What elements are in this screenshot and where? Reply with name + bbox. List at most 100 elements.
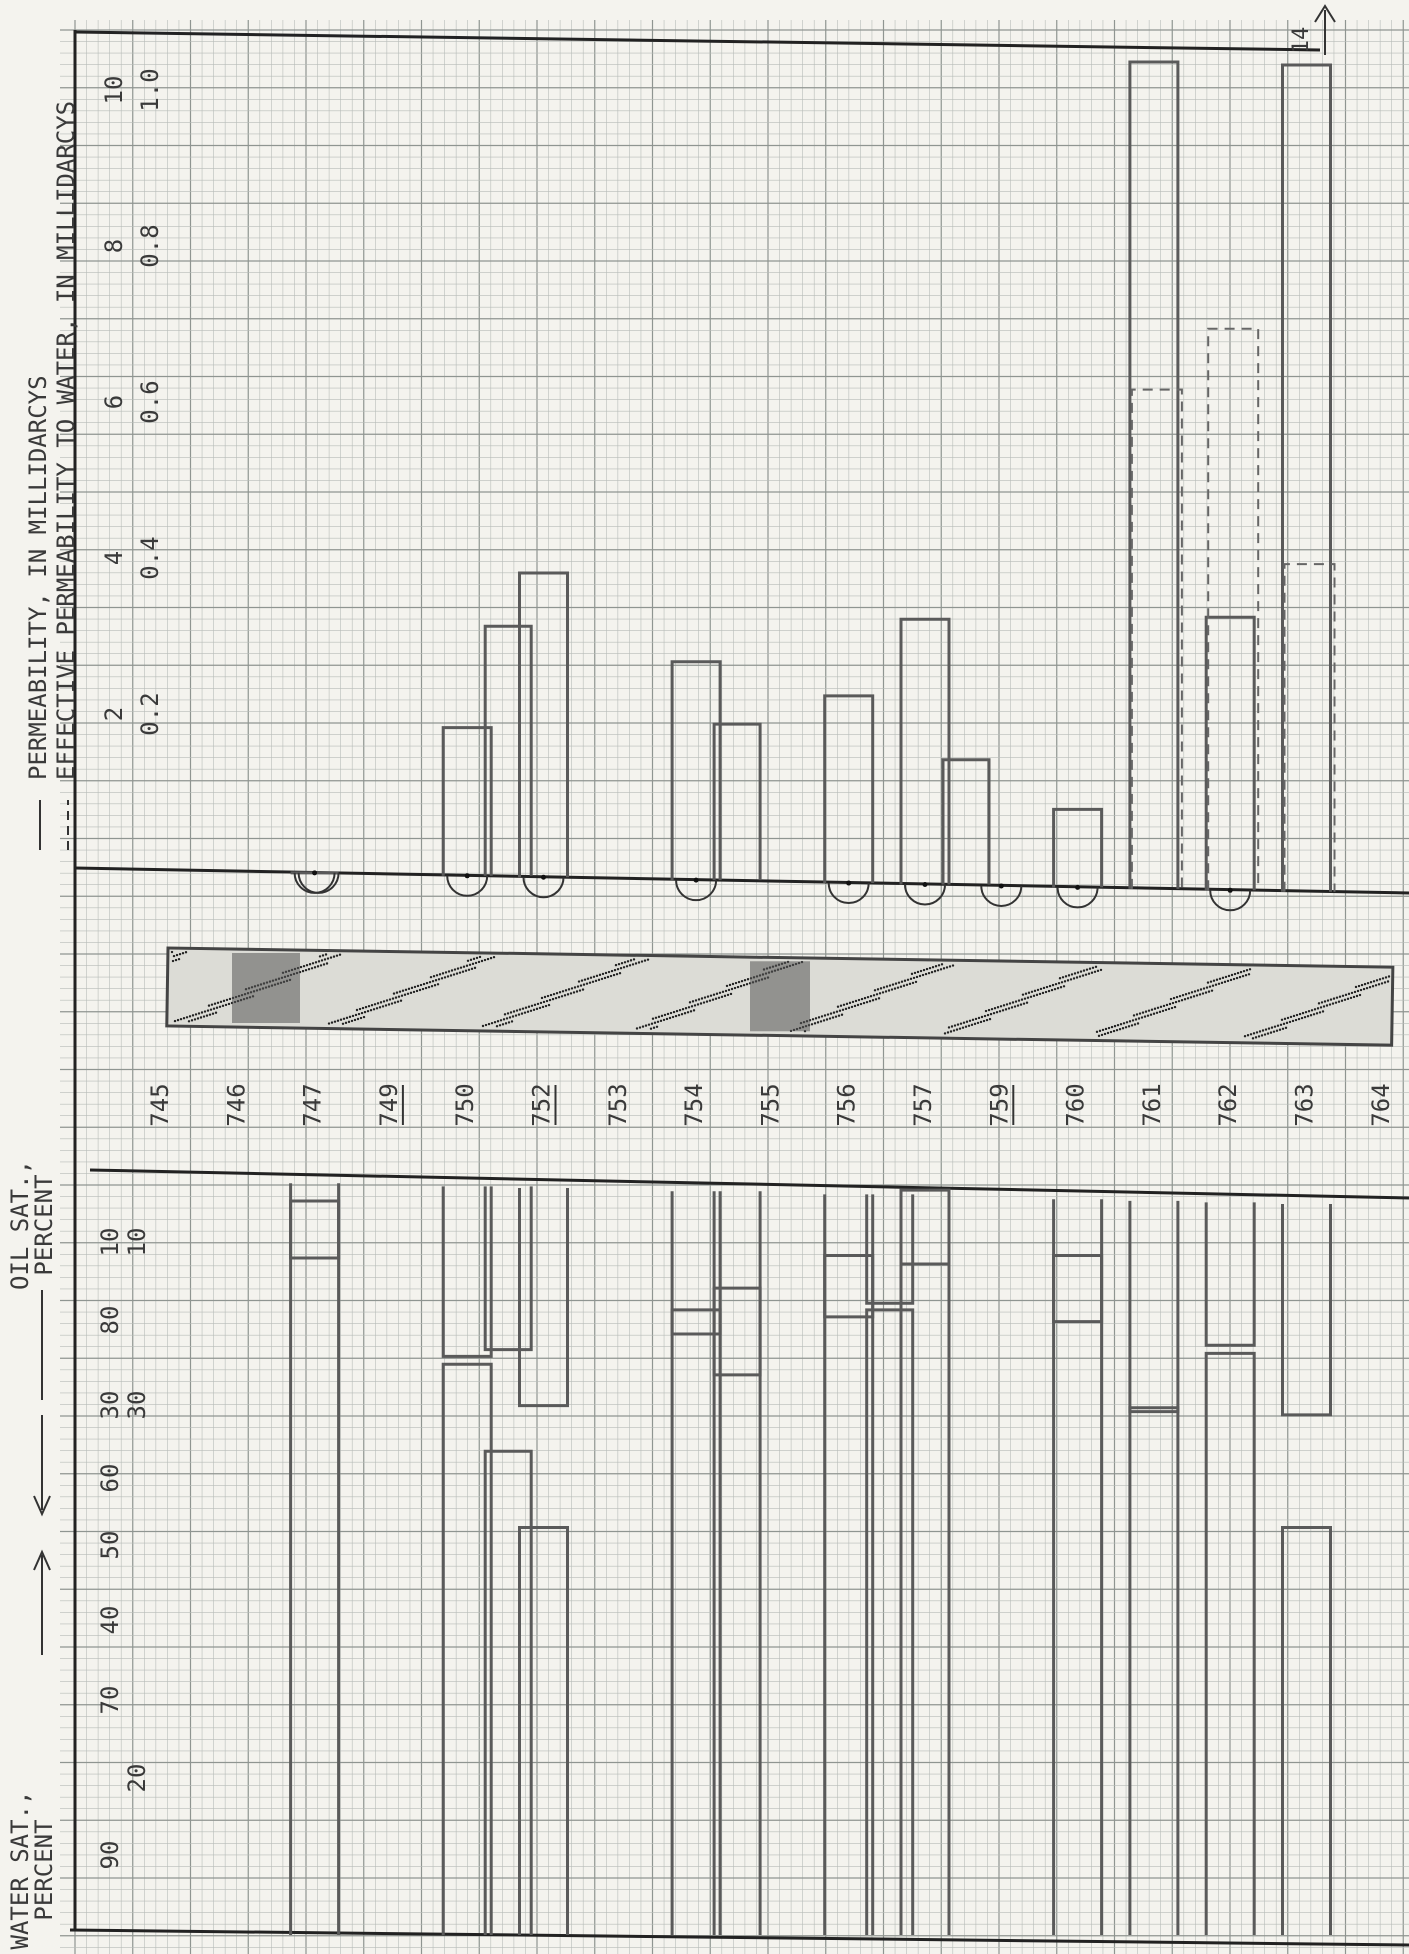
sand-dot: [933, 970, 937, 973]
sand-dot: [207, 1004, 211, 1007]
sand-dot: [481, 1024, 485, 1028]
saturation-tick-label: 40: [96, 1606, 124, 1635]
sand-dot: [1039, 987, 1043, 991]
sand-dot: [1332, 997, 1336, 1000]
effective-permeability-bar: [1283, 563, 1336, 892]
sand-dot: [174, 958, 178, 962]
sand-dot: [921, 973, 925, 977]
sand-dot: [1255, 1031, 1259, 1034]
sand-dot: [345, 1016, 349, 1020]
effective-permeability-tick-label: 1.0: [136, 68, 164, 111]
sand-dot: [1210, 989, 1214, 992]
sand-dot: [339, 1018, 343, 1021]
sample-id-label: 763: [1291, 1083, 1319, 1126]
sand-dot: [540, 996, 544, 1000]
sand-dot: [1381, 977, 1385, 980]
sand-dot: [308, 963, 312, 966]
sand-dot: [459, 966, 463, 969]
sand-dot: [438, 973, 442, 976]
sand-dot: [572, 991, 576, 994]
sand-dot: [1099, 968, 1103, 972]
sand-dot: [841, 1008, 845, 1011]
sand-dot: [335, 954, 339, 957]
sand-dot: [705, 1000, 709, 1003]
sand-dot: [182, 1017, 186, 1020]
sand-dot: [348, 1015, 352, 1019]
permeability-bar: [899, 617, 951, 885]
sand-dot: [715, 992, 719, 995]
sand-dot: [576, 985, 580, 988]
sand-dot: [1371, 985, 1375, 988]
sand-dot: [390, 1002, 394, 1005]
sand-dot: [730, 987, 734, 991]
sand-dot: [299, 965, 303, 969]
sand-dot: [1323, 1000, 1327, 1003]
sand-dot: [535, 1007, 539, 1011]
effective-permeability-bar: [1207, 327, 1260, 891]
sand-dot: [814, 1017, 818, 1020]
sand-dot: [1301, 1011, 1305, 1015]
sand-dot: [964, 1025, 968, 1028]
sand-dot: [702, 1001, 706, 1004]
sand-dot: [555, 991, 559, 995]
saturation-tick-label: 80: [96, 1306, 124, 1335]
sand-dot: [1326, 999, 1330, 1002]
sand-dot: [490, 1021, 494, 1025]
sample-id-label: 760: [1062, 1083, 1090, 1126]
sand-dot: [637, 961, 641, 964]
sand-dot: [869, 995, 873, 998]
sand-dot: [634, 962, 638, 965]
sand-dot: [1321, 1010, 1325, 1013]
sand-dot: [430, 984, 434, 988]
sand-dot: [694, 999, 698, 1002]
sand-dot: [362, 1015, 366, 1019]
sand-dot: [884, 990, 888, 993]
bottom-border: [69, 1928, 1409, 1947]
sand-dot: [462, 965, 466, 968]
sand-dot: [1209, 980, 1213, 983]
water-direction-arrowhead: [33, 1549, 51, 1571]
sand-dot: [876, 988, 880, 991]
water-saturation-bar: [1204, 1351, 1256, 1935]
sand-dot: [1150, 1008, 1154, 1011]
sand-dot: [524, 1006, 528, 1009]
oil-saturation-title: OIL SAT.,: [6, 1160, 34, 1290]
sand-dot: [811, 1018, 815, 1021]
sand-dot: [967, 1024, 971, 1027]
oil-saturation-bar: [483, 1186, 533, 1352]
sand-dot: [1017, 999, 1021, 1002]
sand-dot: [543, 995, 547, 999]
sand-dot: [1026, 996, 1030, 999]
sample-id-label: 764: [1367, 1083, 1395, 1126]
sand-dot: [739, 984, 743, 988]
sand-dot: [200, 1011, 204, 1014]
sand-dot: [211, 1012, 215, 1015]
sand-dot: [469, 958, 473, 962]
oil-saturation-bar: [289, 1183, 341, 1260]
sand-dot: [989, 1012, 993, 1016]
no-flow-symbol: [1209, 890, 1252, 912]
sand-dot: [653, 1021, 657, 1024]
sand-dot: [930, 970, 934, 974]
sand-dot: [893, 987, 897, 990]
sand-dot: [728, 983, 732, 987]
sand-dot: [313, 966, 317, 969]
sand-dot: [538, 1006, 542, 1010]
no-flow-dot: [998, 883, 1004, 889]
sand-dot: [1072, 977, 1076, 980]
sand-dot: [1357, 984, 1361, 988]
sand-dot: [743, 979, 747, 982]
sand-dot: [521, 1007, 525, 1010]
sand-dot: [1257, 1035, 1261, 1038]
no-flow-symbol: [980, 885, 1023, 907]
sand-dot: [498, 1024, 502, 1027]
oil-saturation-bar: [1052, 1199, 1104, 1324]
sand-dot: [1141, 1011, 1145, 1014]
sand-dot: [1082, 969, 1086, 972]
sand-dot: [327, 1022, 331, 1025]
sand-dot: [1298, 1012, 1302, 1016]
sand-dot: [696, 1003, 700, 1006]
water-saturation-bar: [1281, 1525, 1332, 1935]
sand-dot: [397, 995, 401, 998]
